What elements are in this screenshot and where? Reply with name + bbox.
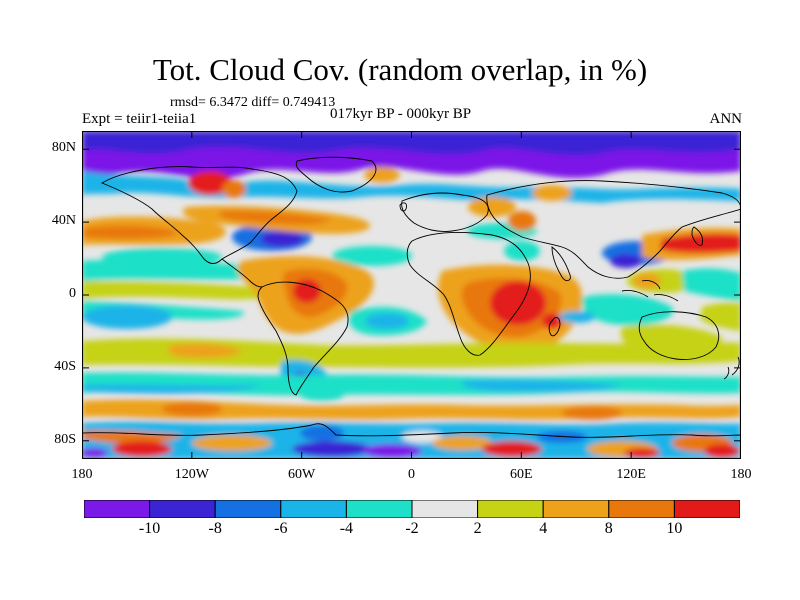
colorbar-label: 10 [666, 520, 683, 537]
colorbar-label: 8 [604, 520, 613, 537]
lat-tick-label: 40S [54, 358, 76, 374]
colorbar-swatch [280, 500, 347, 518]
colorbar-swatch [84, 500, 151, 518]
lat-tick-label: 80N [51, 140, 76, 156]
map-plot [82, 131, 741, 459]
lat-tickmarks [82, 148, 741, 442]
colorbar-swatch [149, 500, 216, 518]
colorbar-swatch [673, 500, 740, 518]
period-label: 017kyr BP - 000kyr BP [330, 106, 472, 122]
colorbar-label: -6 [274, 520, 288, 537]
colorbar-swatch [542, 500, 610, 518]
colorbar-label: -4 [339, 520, 354, 537]
colorbar-swatch [477, 500, 544, 518]
lon-tickmarks [82, 131, 741, 459]
colorbar-swatch [608, 500, 675, 518]
colorbar-swatch [345, 500, 413, 518]
lon-tick-label: 60E [510, 467, 533, 482]
colorbar-label: -8 [208, 520, 222, 537]
colorbar-swatch [411, 500, 479, 518]
colorbar-label: 4 [539, 520, 548, 537]
lat-tick-label: 0 [69, 286, 76, 301]
colorbar-label: -10 [138, 520, 161, 537]
experiment-label: Expt = teiir1-teiia1 [82, 111, 197, 127]
lon-tick-label: 120W [174, 467, 209, 482]
lat-tick-label: 40N [51, 213, 76, 229]
lon-tick-label: 120E [616, 467, 646, 482]
lon-tick-label: 180 [71, 467, 93, 482]
season-label: ANN [709, 111, 743, 127]
lon-tick-label: 0 [408, 467, 415, 482]
plot-title: Tot. Cloud Cov. (random overlap, in %) [152, 52, 648, 87]
lon-tick-label: 180 [730, 467, 752, 482]
lon-tick-label: 60W [288, 467, 316, 482]
colorbar-label: -2 [405, 520, 419, 537]
lat-tick-label: 80S [54, 431, 76, 447]
colorbar-label: 2 [473, 520, 482, 537]
colorbar-swatch [214, 500, 282, 518]
cloud-cover-field [82, 131, 741, 459]
colorbar [84, 500, 740, 518]
stats-text: rmsd= 6.3472 diff= 0.749413 [170, 95, 336, 110]
coastlines [82, 156, 741, 438]
